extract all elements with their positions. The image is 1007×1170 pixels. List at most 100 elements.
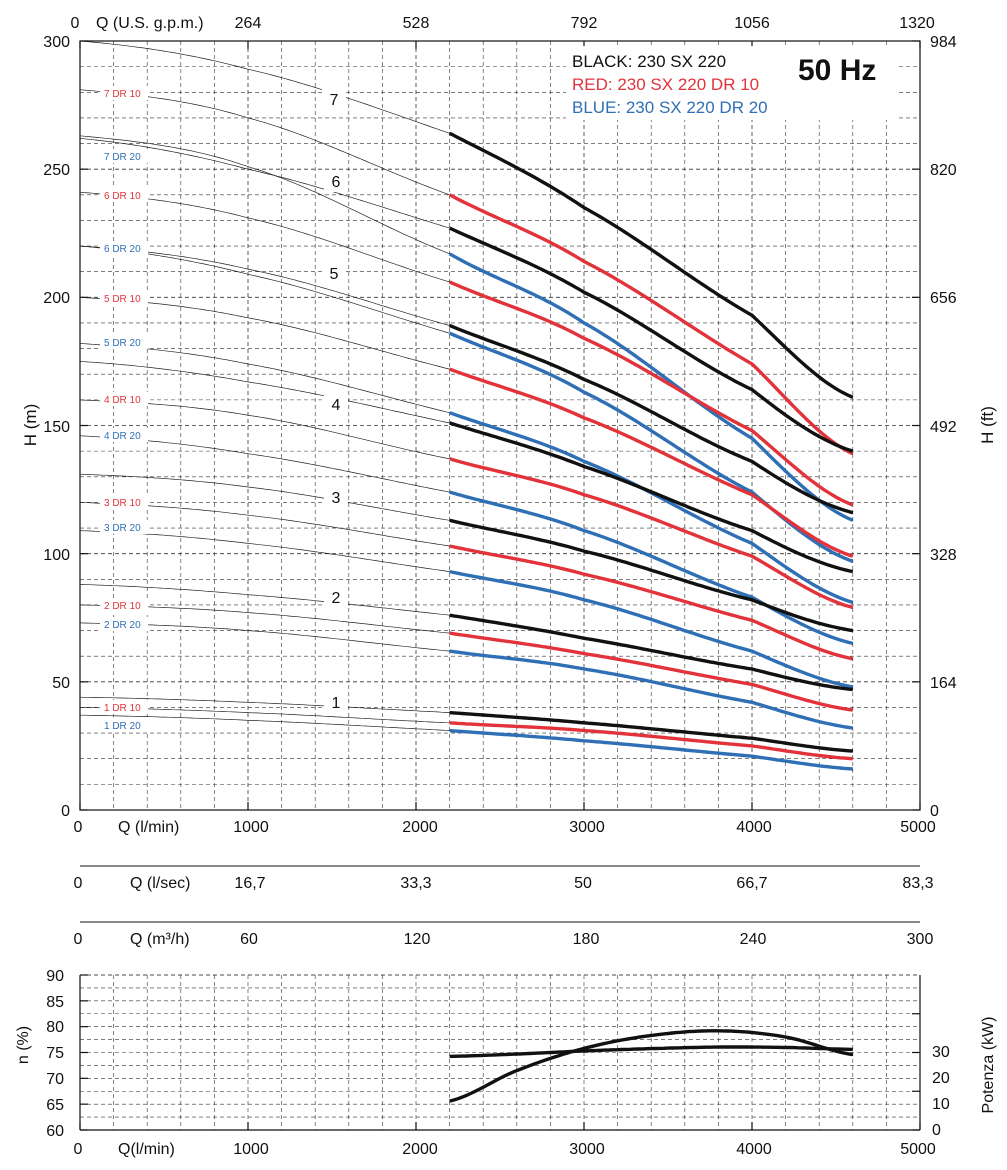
head-curve-blue-3-dr-20 xyxy=(449,569,854,689)
dr-label-2-dr10: 2 DR 10 xyxy=(104,601,141,612)
dr-label-6-dr10: 6 DR 10 xyxy=(104,191,141,202)
y-tick: 300 xyxy=(43,34,70,51)
eff-bottom-axis: 0 Q(l/min) 1000 2000 3000 4000 5000 xyxy=(74,1141,936,1158)
right-tick: 328 xyxy=(930,547,957,564)
head-curve-blue-2-dr-20 xyxy=(449,649,854,730)
dr-label-7-dr20: 7 DR 20 xyxy=(104,152,141,163)
lsec-tick: 50 xyxy=(574,875,592,892)
eff-x-label: Q(l/min) xyxy=(118,1141,175,1158)
right-tick: 984 xyxy=(930,34,957,51)
top-tick: 528 xyxy=(403,15,430,32)
stage-label-3: 3 xyxy=(332,490,341,507)
right-axis-label: H (ft) xyxy=(978,406,997,444)
top-tick: 1320 xyxy=(899,15,935,32)
power-tick: 0 xyxy=(932,1122,941,1139)
m3h-tick: 240 xyxy=(740,931,767,948)
dr-label-4-dr20: 4 DR 20 xyxy=(104,431,141,442)
top-tick: 792 xyxy=(571,15,598,32)
head-curve-thin-5 xyxy=(79,245,853,514)
m3h-tick: 0 xyxy=(74,931,83,948)
efficiency-power-curves xyxy=(449,1029,854,1103)
y-axis-label: H (m) xyxy=(21,404,40,446)
legend-background xyxy=(566,46,896,120)
left-axis: 300 250 200 150 100 50 0 H (m) xyxy=(21,34,70,820)
head-curve-thin-2-dr-10 xyxy=(79,604,853,711)
right-tick: 492 xyxy=(930,419,957,436)
frequency-title: 50 Hz xyxy=(798,54,876,87)
lsec-tick: 83,3 xyxy=(902,875,933,892)
right-tick: 164 xyxy=(930,675,957,692)
head-curve-thin-4 xyxy=(79,361,853,572)
eff-right-axis: 30 20 10 0 Potenza (kW) xyxy=(932,1017,997,1139)
dr-label-7-dr10: 7 DR 10 xyxy=(104,89,141,100)
x-tick: 5000 xyxy=(900,819,936,836)
eff-x-tick: 2000 xyxy=(402,1141,438,1158)
head-curves-operating-range xyxy=(448,131,854,771)
x-tick: 1000 xyxy=(233,819,269,836)
head-curve-thin-6 xyxy=(79,138,853,452)
dr-label-5-dr20: 5 DR 20 xyxy=(104,338,141,349)
legend-black: BLACK: 230 SX 220 xyxy=(572,52,726,71)
head-curve-black-2 xyxy=(449,613,853,692)
head-curve-thin-6-dr-20 xyxy=(79,245,853,562)
dr-label-5-dr10: 5 DR 10 xyxy=(104,294,141,305)
eff-x-tick: 4000 xyxy=(736,1141,772,1158)
stage-label-4: 4 xyxy=(332,397,341,414)
eff-x-tick: 0 xyxy=(74,1141,83,1158)
dr-label-1-dr20: 1 DR 20 xyxy=(104,721,141,732)
y-tick: 100 xyxy=(43,547,70,564)
head-curve-blue-7-dr-20 xyxy=(448,252,854,522)
head-curve-red-5-dr-10 xyxy=(448,367,854,558)
power-tick: 20 xyxy=(932,1070,950,1087)
power-tick: 10 xyxy=(932,1096,950,1113)
y-tick: 250 xyxy=(43,162,70,179)
bottom-axis-lmin: 0 Q (l/min) 1000 2000 3000 4000 5000 xyxy=(74,819,936,836)
dr-label-1-dr10: 1 DR 10 xyxy=(104,703,141,714)
dr-label-6-dr20: 6 DR 20 xyxy=(104,244,141,255)
head-curve-red-3-dr-10 xyxy=(449,544,854,661)
head-curve-blue-1-dr-20 xyxy=(449,728,853,771)
legend-red: RED: 230 SX 220 DR 10 xyxy=(572,75,759,94)
dr-label-3-dr10: 3 DR 10 xyxy=(104,498,141,509)
eff-y-label: n (%) xyxy=(15,1026,32,1064)
legend-blue: BLUE: 230 SX 220 DR 20 xyxy=(572,98,768,117)
y-tick: 150 xyxy=(43,419,70,436)
eff-y-tick: 75 xyxy=(46,1045,64,1062)
scale-m3h: 0 Q (m³/h) 60 120 180 240 300 xyxy=(74,921,933,948)
head-curves-full-range xyxy=(79,40,853,770)
stage-label-6: 6 xyxy=(332,174,341,191)
x-tick: 3000 xyxy=(569,819,605,836)
stage-label-7: 7 xyxy=(330,92,339,109)
lsec-tick: 33,3 xyxy=(400,875,431,892)
main-grid xyxy=(79,40,921,811)
head-curve-black-6 xyxy=(448,226,854,453)
head-curve-red-2-dr-10 xyxy=(449,631,854,712)
stage-labels: 7 6 5 4 3 2 1 xyxy=(322,88,348,713)
eff-y-tick: 85 xyxy=(46,994,64,1011)
head-curve-black-3 xyxy=(449,518,854,633)
lsec-tick: 0 xyxy=(74,875,83,892)
right-tick: 0 xyxy=(930,803,939,820)
legend: BLACK: 230 SX 220 RED: 230 SX 220 DR 10 … xyxy=(566,46,896,120)
head-curve-thin-4-dr-20 xyxy=(79,435,853,644)
head-curve-black-5 xyxy=(448,323,854,515)
x-tick: 4000 xyxy=(736,819,772,836)
stage-label-2: 2 xyxy=(332,590,341,607)
dr-label-4-dr10: 4 DR 10 xyxy=(104,395,141,406)
head-curve-red-7-dr-10 xyxy=(448,193,854,456)
stage-label-1: 1 xyxy=(332,695,341,712)
power-tick: 30 xyxy=(932,1044,950,1061)
efficiency-curve xyxy=(449,1029,854,1103)
top-tick: 0 xyxy=(71,15,80,32)
m3h-tick: 60 xyxy=(240,931,258,948)
x-tick: 0 xyxy=(74,819,83,836)
head-curve-blue-4-dr-20 xyxy=(449,490,854,646)
head-curve-black-7 xyxy=(448,131,854,399)
lsec-label: Q (l/sec) xyxy=(130,875,190,892)
dr-label-2-dr20: 2 DR 20 xyxy=(104,620,141,631)
head-curve-red-6-dr-10 xyxy=(448,280,854,507)
right-tick: 820 xyxy=(930,162,957,179)
lsec-tick: 16,7 xyxy=(234,875,265,892)
eff-y-tick: 90 xyxy=(46,968,64,985)
